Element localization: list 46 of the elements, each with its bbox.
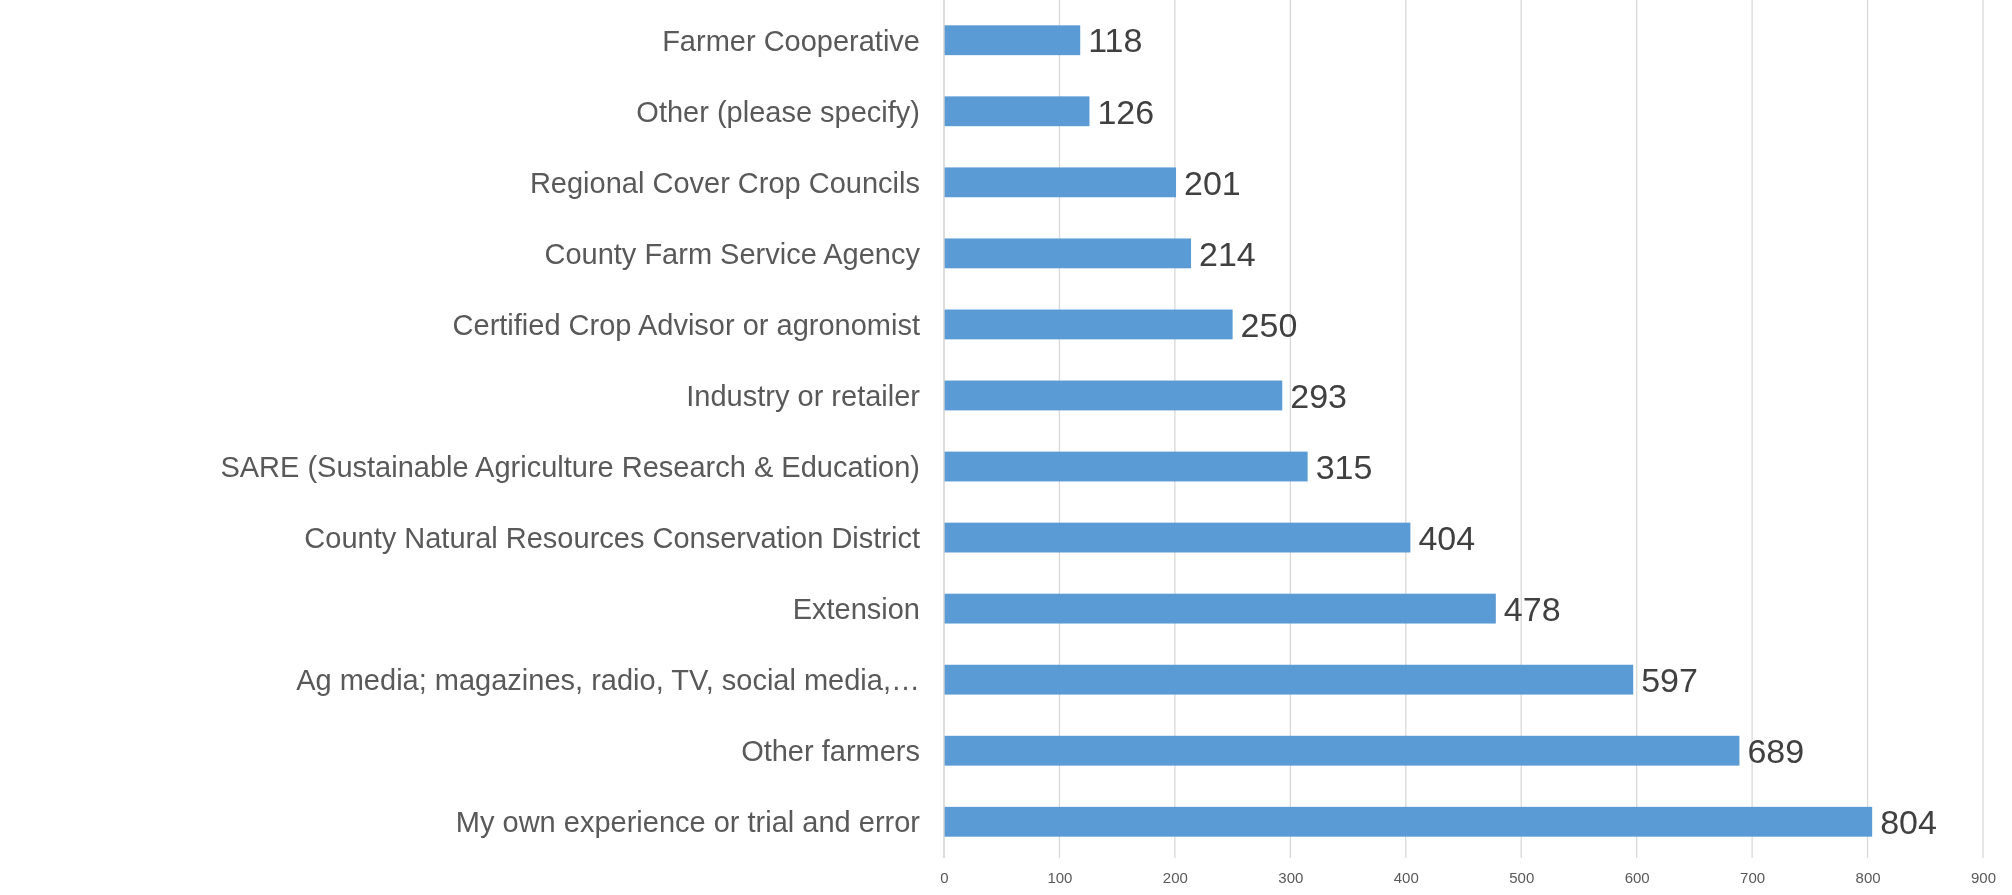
data-label: 478 (1503, 589, 1561, 628)
y-tick-label: County Farm Service Agency (544, 237, 921, 270)
data-label: 201 (1184, 163, 1241, 202)
y-tick-label: Extension (792, 593, 920, 626)
data-label: 214 (1199, 234, 1256, 273)
data-label: 689 (1747, 731, 1805, 770)
data-label: 118 (1088, 21, 1143, 60)
bar (944, 238, 1192, 269)
y-tick-label: Other farmers (741, 735, 920, 768)
x-tick-label: 700 (1740, 868, 1766, 886)
bar (944, 806, 1873, 837)
bar (944, 593, 1496, 624)
bar (944, 309, 1233, 340)
bar (944, 522, 1411, 553)
x-tick-label: 200 (1162, 868, 1188, 886)
data-label: 293 (1290, 376, 1347, 415)
y-tick-label: SARE (Sustainable Agriculture Research & Education) (220, 450, 920, 483)
data-label: 404 (1418, 518, 1476, 557)
y-tick-label: My own experience or trial and error (455, 806, 921, 839)
x-tick-label: 500 (1509, 868, 1535, 886)
x-tick-label: 800 (1855, 868, 1881, 886)
y-tick-label: Industry or retailer (686, 379, 921, 412)
data-label: 250 (1240, 305, 1298, 344)
bar (944, 380, 1283, 411)
bar (944, 451, 1308, 482)
x-tick-label: 100 (1047, 868, 1073, 886)
data-label: 597 (1641, 660, 1698, 699)
data-label: 126 (1097, 92, 1155, 131)
bar (944, 735, 1740, 766)
x-tick-label: 400 (1393, 868, 1419, 886)
y-tick-label: Other (please specify) (636, 95, 920, 128)
x-tick-label: 600 (1624, 868, 1650, 886)
x-tick-label: 300 (1278, 868, 1304, 886)
bar (944, 96, 1090, 127)
y-tick-label: Farmer Cooperative (662, 24, 920, 57)
x-tick-label: 0 (940, 868, 949, 886)
y-tick-label: Ag media; magazines, radio, TV, social media,… (296, 664, 920, 697)
bar (944, 25, 1081, 56)
y-tick-label: Certified Crop Advisor or agronomist (452, 308, 920, 341)
y-tick-label: County Natural Resources Conservation District (304, 522, 920, 555)
y-tick-label: Regional Cover Crop Councils (529, 166, 920, 199)
data-label: 315 (1315, 447, 1373, 486)
x-tick-label: 900 (1970, 868, 1997, 886)
bar (944, 167, 1177, 198)
data-label: 804 (1880, 803, 1937, 842)
bar (944, 664, 1634, 695)
